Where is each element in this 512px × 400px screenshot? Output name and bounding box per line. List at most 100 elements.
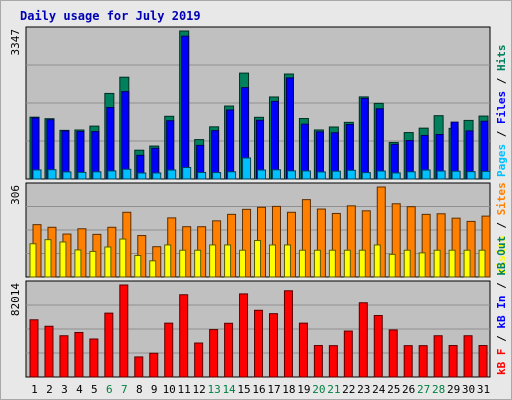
bar-kb-f-day-28	[433, 335, 443, 378]
bar-kb-f-day-9	[149, 352, 159, 378]
x-tick-label-day-15: 15	[237, 383, 250, 396]
bar-pages-day-19	[301, 170, 311, 180]
x-tick-label-day-16: 16	[252, 383, 265, 396]
bar-sites-day-31	[481, 215, 491, 278]
bar-files-day-31	[480, 120, 489, 180]
x-tick-label-day-10: 10	[163, 383, 176, 396]
bar-pages-day-25	[391, 172, 401, 180]
x-tick-label-day-9: 9	[151, 383, 158, 396]
bar-kb-f-day-25	[388, 329, 398, 378]
bar-visits-day-16	[254, 240, 262, 278]
bar-kb-f-day-14	[224, 322, 234, 378]
bar-kb-f-day-22	[343, 330, 353, 378]
x-tick-label-day-18: 18	[282, 383, 295, 396]
bar-pages-day-16	[257, 169, 267, 180]
bar-sites-day-15	[242, 208, 252, 278]
bar-kb-f-day-12	[194, 342, 204, 378]
bar-pages-day-28	[436, 170, 446, 180]
y-max-label-kbf-kbin-kbout: 82014	[9, 283, 22, 316]
x-tick-label-day-7: 7	[121, 383, 128, 396]
bar-kb-f-day-8	[134, 356, 144, 378]
bar-visits-day-27	[418, 252, 426, 278]
x-tick-label-day-30: 30	[462, 383, 475, 396]
legend-hits-files-pages: Pages / Files / Hits	[495, 45, 508, 178]
bar-sites-day-21	[331, 212, 341, 278]
bar-kb-f-day-27	[418, 345, 428, 378]
legend-entry-visits: Visits	[495, 235, 508, 275]
bar-pages-day-5	[92, 171, 102, 180]
bar-visits-day-24	[373, 244, 381, 278]
legend-entry-files: Files	[495, 91, 508, 124]
bar-visits-day-10	[164, 244, 172, 278]
bar-kb-f-day-19	[298, 322, 308, 378]
bar-pages-day-13	[212, 172, 222, 180]
bar-pages-day-24	[376, 170, 386, 180]
bar-files-day-24	[375, 108, 384, 180]
x-tick-label-day-8: 8	[136, 383, 143, 396]
bar-visits-day-2	[44, 239, 52, 278]
bar-visits-day-17	[268, 244, 276, 278]
bar-files-day-13	[211, 130, 220, 180]
x-tick-label-day-23: 23	[357, 383, 370, 396]
legend-separator: /	[495, 276, 508, 296]
bar-files-day-18	[285, 77, 294, 180]
bar-kb-f-day-10	[164, 322, 174, 378]
legend-separator: /	[495, 215, 508, 235]
legend-kbf-kbin-kbout: kB F / kB In / kB Out	[495, 236, 508, 375]
bar-kb-f-day-23	[358, 302, 368, 378]
bar-pages-day-30	[466, 171, 476, 180]
bar-kb-f-day-18	[283, 290, 293, 378]
x-tick-label-day-17: 17	[267, 383, 280, 396]
bar-files-day-14	[226, 109, 235, 180]
bar-visits-day-1	[29, 243, 37, 278]
bar-sites-day-22	[346, 205, 356, 278]
bar-pages-day-29	[451, 170, 461, 180]
x-tick-label-day-3: 3	[61, 383, 68, 396]
bar-pages-day-8	[137, 172, 147, 180]
bar-kb-f-day-2	[44, 325, 54, 378]
bar-kb-f-day-5	[89, 338, 99, 378]
bar-pages-day-21	[331, 170, 341, 180]
x-tick-label-day-19: 19	[297, 383, 310, 396]
bar-pages-day-23	[361, 172, 371, 180]
bar-pages-day-7	[122, 168, 132, 180]
x-tick-label-day-27: 27	[417, 383, 430, 396]
x-tick-label-day-22: 22	[342, 383, 355, 396]
bar-sites-day-26	[406, 206, 416, 278]
bar-pages-day-11	[182, 167, 192, 180]
bar-pages-day-14	[227, 171, 237, 180]
chart-title: Daily usage for July 2019	[20, 9, 201, 23]
x-tick-label-day-4: 4	[76, 383, 83, 396]
x-tick-label-day-13: 13	[207, 383, 220, 396]
x-tick-label-day-20: 20	[312, 383, 325, 396]
legend-entry-kb-f: kB F	[495, 349, 508, 376]
bar-sites-day-17	[271, 205, 281, 278]
bar-pages-day-27	[421, 169, 431, 180]
x-tick-label-day-25: 25	[387, 383, 400, 396]
bar-visits-day-19	[298, 249, 306, 278]
bar-visits-day-15	[239, 249, 247, 278]
y-max-label-hits-files-pages: 3347	[9, 29, 22, 56]
bar-visits-day-22	[343, 249, 351, 278]
x-tick-label-day-2: 2	[46, 383, 53, 396]
bar-pages-day-26	[406, 171, 416, 180]
bar-visits-day-3	[59, 241, 67, 278]
bar-pages-day-20	[316, 171, 326, 180]
bar-kb-f-day-17	[268, 313, 278, 378]
bar-kb-f-day-31	[478, 345, 488, 378]
bar-kb-f-day-1	[29, 319, 39, 378]
bar-visits-day-7	[119, 238, 127, 278]
bar-sites-day-30	[466, 220, 476, 278]
legend-separator: /	[495, 71, 508, 91]
bar-visits-day-29	[448, 249, 456, 278]
bar-visits-day-28	[433, 249, 441, 278]
x-tick-label-day-6: 6	[106, 383, 113, 396]
x-tick-label-day-21: 21	[327, 383, 340, 396]
legend-entry-hits: Hits	[495, 45, 508, 72]
legend-entry-pages: Pages	[495, 144, 508, 177]
legend-entry-kb-in: kB In	[495, 296, 508, 329]
bar-pages-day-18	[286, 170, 296, 180]
bar-kb-f-day-20	[313, 345, 323, 378]
